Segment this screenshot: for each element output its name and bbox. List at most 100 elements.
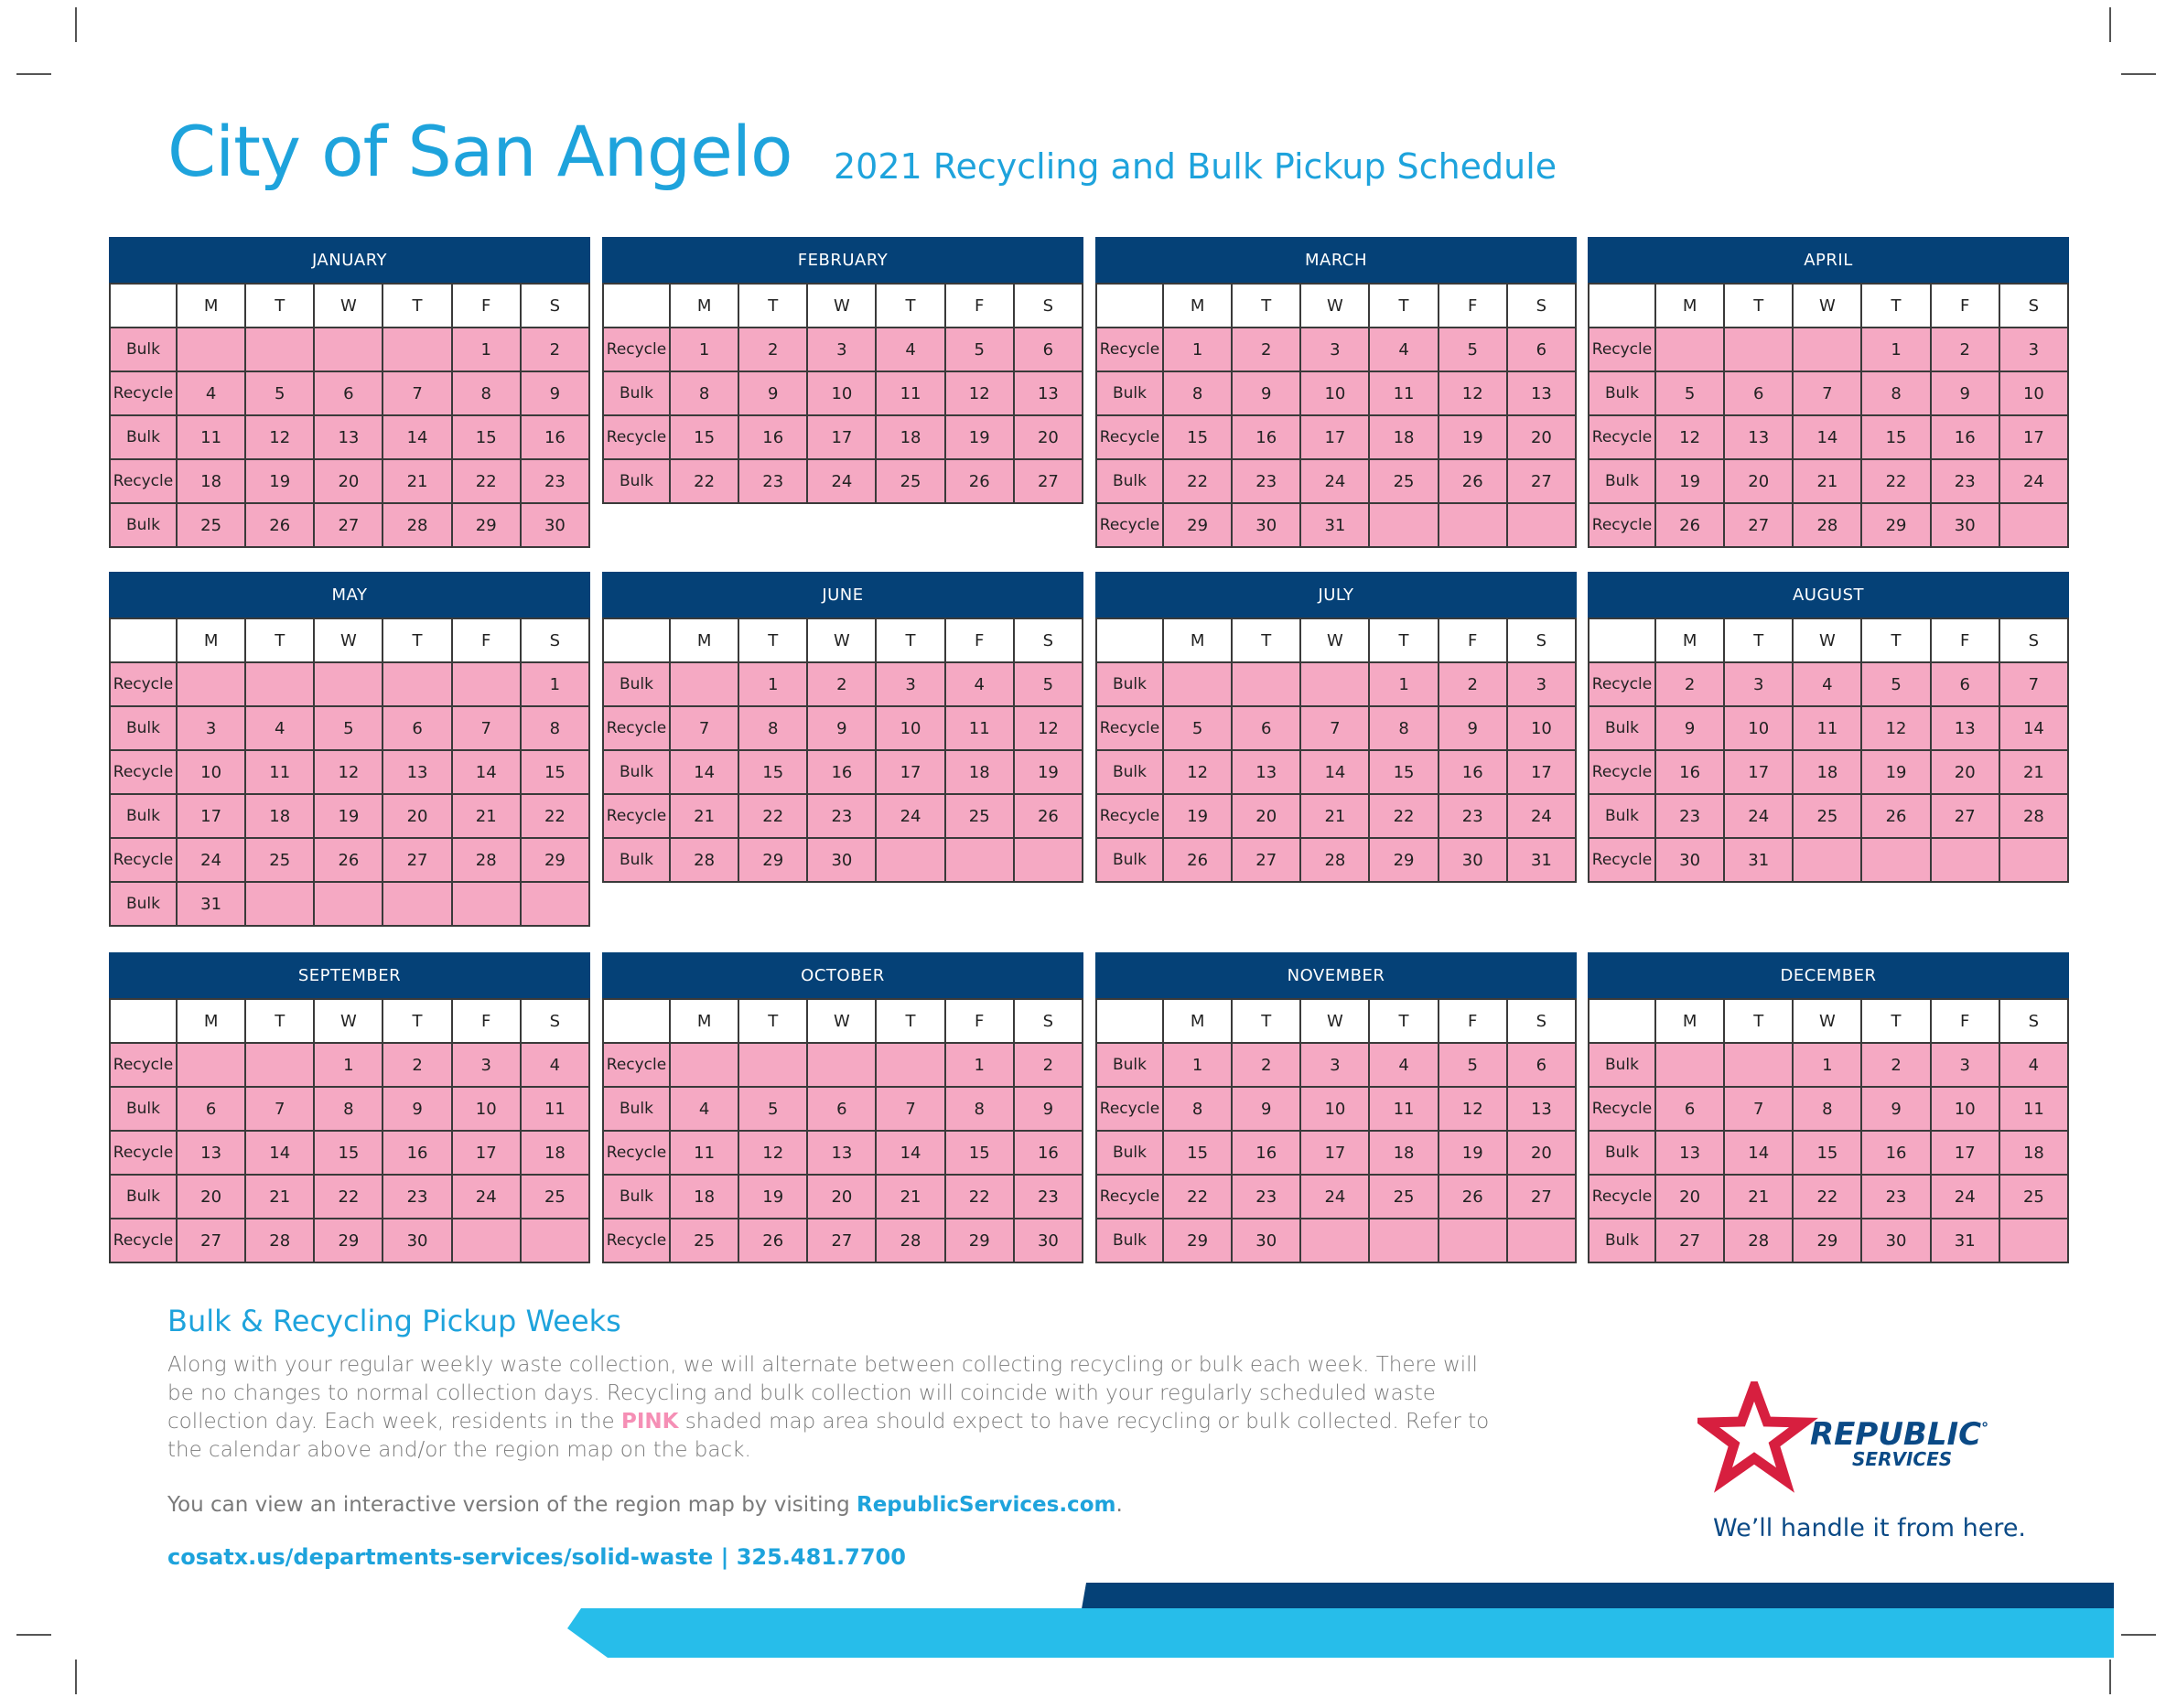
month-table: M T W T F S Recycle 1 2 3 4 5 6 Bulk 8 9 10 11 12 13 Recycle… xyxy=(602,283,1084,504)
weekday-label: T xyxy=(1231,998,1302,1044)
day-cell: 9 xyxy=(806,705,878,751)
day-cell: 12 xyxy=(244,414,316,460)
pickup-type-label: Recycle xyxy=(1095,793,1164,839)
pickup-type-label: Bulk xyxy=(1095,1042,1164,1088)
corner-cell xyxy=(109,998,178,1044)
day-cell: 26 xyxy=(1654,502,1726,548)
republic-services-link[interactable]: RepublicServices.com xyxy=(857,1493,1116,1517)
week-row: Bulk 22 23 24 25 26 27 xyxy=(602,458,1084,504)
day-cell: 4 xyxy=(1368,327,1439,372)
day-cell: 9 xyxy=(738,371,809,416)
brand-name: REPUBLIC° xyxy=(1810,1416,1988,1453)
weekday-label: S xyxy=(1998,283,2070,328)
week-row: Bulk 26 27 28 29 30 31 xyxy=(1095,837,1578,883)
weekday-label: W xyxy=(1792,618,1863,663)
day-cell xyxy=(244,661,316,707)
day-cell: 13 xyxy=(1505,371,1578,416)
week-row: Recycle 1 xyxy=(109,661,591,707)
day-cell: 30 xyxy=(1231,502,1302,548)
weekday-label: M xyxy=(1654,998,1726,1044)
day-cell: 23 xyxy=(1654,793,1726,839)
week-row: Recycle 1 2 3 4 xyxy=(109,1042,591,1088)
day-cell: 17 xyxy=(1723,749,1794,795)
day-cell: 16 xyxy=(1231,1130,1302,1176)
day-cell: 10 xyxy=(450,1086,522,1132)
day-cell: 20 xyxy=(1012,414,1084,460)
day-cell: 26 xyxy=(738,1218,809,1263)
day-cell xyxy=(1792,327,1863,372)
contact-line[interactable]: cosatx.us/departments-services/solid-was… xyxy=(167,1544,906,1570)
day-cell: 8 xyxy=(1161,371,1234,416)
day-cell: 20 xyxy=(1505,414,1578,460)
day-cell: 11 xyxy=(175,414,247,460)
day-cell: 7 xyxy=(875,1086,946,1132)
day-cell: 24 xyxy=(1929,1174,2000,1219)
week-row: Recycle 29 30 31 xyxy=(1095,502,1578,548)
day-cell: 4 xyxy=(875,327,946,372)
day-cell: 21 xyxy=(382,458,453,504)
weekday-label: F xyxy=(1929,618,2000,663)
day-cell: 9 xyxy=(382,1086,453,1132)
day-cell: 22 xyxy=(1161,1174,1234,1219)
day-cell xyxy=(1368,1218,1439,1263)
day-cell: 30 xyxy=(1929,502,2000,548)
day-cell: 19 xyxy=(738,1174,809,1219)
day-cell: 8 xyxy=(519,705,591,751)
day-cell: 21 xyxy=(1723,1174,1794,1219)
day-cell: 29 xyxy=(1368,837,1439,883)
day-cell xyxy=(313,661,384,707)
info-paragraph: Along with your regular weekly waste col… xyxy=(167,1351,1503,1465)
day-cell: 18 xyxy=(244,793,316,839)
pickup-type-label: Recycle xyxy=(1588,502,1656,548)
page-title: City of San Angelo xyxy=(167,111,792,192)
pickup-type-label: Bulk xyxy=(1095,1218,1164,1263)
day-cell: 9 xyxy=(1231,1086,1302,1132)
month-calendar-august: AUGUST M T W T F S Recycle 2 3 4 5 6 7 Bulk 9 10 11 12 13 14… xyxy=(1588,572,2070,883)
month-table: M T W T F S Recycle 1 Bulk 3 4 5 6 7 8 Recycle 10 11 12 13 1… xyxy=(109,618,591,927)
day-cell: 14 xyxy=(875,1130,946,1176)
day-cell: 20 xyxy=(382,793,453,839)
day-cell: 18 xyxy=(1998,1130,2070,1176)
corner-cell xyxy=(602,283,671,328)
week-row: Bulk 13 14 15 16 17 18 xyxy=(1588,1130,2070,1176)
day-cell xyxy=(244,881,316,927)
month-calendar-october: OCTOBER M T W T F S Recycle 1 2 Bulk 4 5 6 7 8 9 Recycle 1… xyxy=(602,952,1084,1263)
day-cell: 14 xyxy=(1792,414,1863,460)
day-cell xyxy=(519,881,591,927)
day-cell: 20 xyxy=(1723,458,1794,504)
weekday-label: F xyxy=(943,998,1015,1044)
day-cell: 10 xyxy=(1723,705,1794,751)
pickup-type-label: Bulk xyxy=(1588,1130,1656,1176)
month-table: M T W T F S Recycle 1 2 3 4 5 6 Bulk 8 9 10 11 12 13 Recycle… xyxy=(1095,283,1578,548)
week-row: Bulk 9 10 11 12 13 14 xyxy=(1588,705,2070,751)
month-table: M T W T F S Bulk 1 2 3 Recycle 5 6 7 8 9 10 Bulk 12 13 14 15 1… xyxy=(1095,618,1578,883)
pickup-type-label: Bulk xyxy=(109,1086,178,1132)
day-cell: 14 xyxy=(382,414,453,460)
day-cell: 6 xyxy=(1505,1042,1578,1088)
weekday-label: F xyxy=(1437,998,1508,1044)
day-cell: 13 xyxy=(382,749,453,795)
day-cell: 15 xyxy=(1161,414,1234,460)
day-cell: 27 xyxy=(1929,793,2000,839)
weekday-label: M xyxy=(1161,283,1234,328)
map-line-end: . xyxy=(1115,1493,1123,1517)
day-cell: 4 xyxy=(1998,1042,2070,1088)
weekday-label: S xyxy=(519,998,591,1044)
day-cell: 2 xyxy=(806,661,878,707)
week-row: Bulk 1 2 3 4 5 6 xyxy=(1095,1042,1578,1088)
pickup-type-label: Bulk xyxy=(602,661,671,707)
day-cell: 29 xyxy=(1161,1218,1234,1263)
weekday-label: M xyxy=(668,998,740,1044)
day-cell: 4 xyxy=(175,371,247,416)
day-cell: 25 xyxy=(1998,1174,2070,1219)
day-cell: 13 xyxy=(175,1130,247,1176)
day-cell: 20 xyxy=(1505,1130,1578,1176)
day-cell: 9 xyxy=(1437,705,1508,751)
month-header: OCTOBER xyxy=(602,952,1083,998)
day-cell: 10 xyxy=(1299,1086,1371,1132)
day-cell: 10 xyxy=(1505,705,1578,751)
day-cell: 25 xyxy=(1368,458,1439,504)
week-row: Bulk 28 29 30 xyxy=(602,837,1084,883)
day-cell: 14 xyxy=(1998,705,2070,751)
day-cell xyxy=(1654,1042,1726,1088)
